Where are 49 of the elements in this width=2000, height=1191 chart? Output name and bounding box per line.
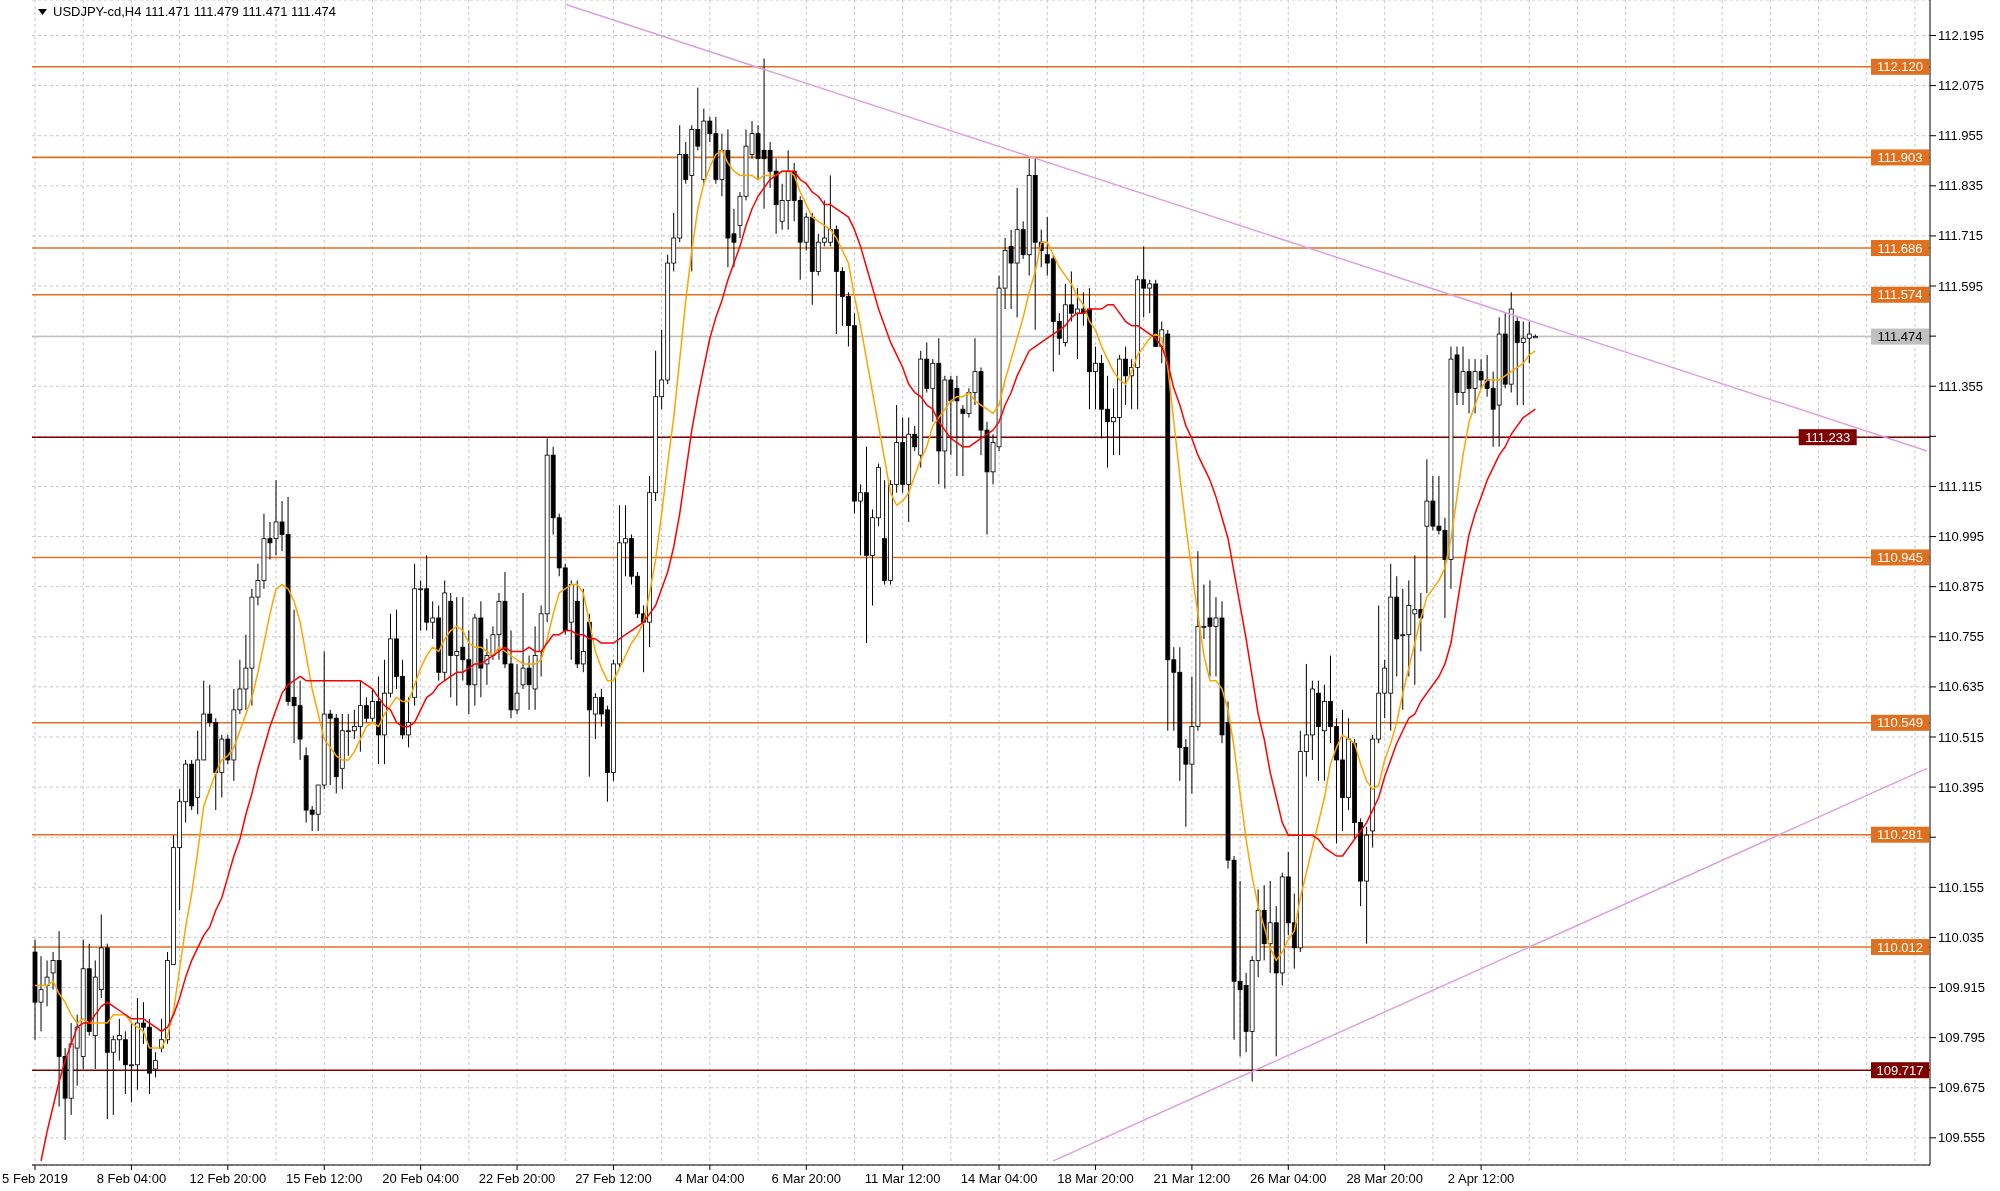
ref-line-label: 110.281 — [1876, 827, 1924, 843]
y-tick-label: 110.395 — [1938, 779, 1985, 795]
x-tick-label: 20 Feb 04:00 — [382, 1171, 459, 1187]
x-tick-label: 21 Mar 12:00 — [1153, 1171, 1231, 1187]
y-tick-label: 111.715 — [1938, 228, 1984, 244]
x-tick-label: 26 Mar 04:00 — [1249, 1171, 1327, 1187]
x-tick-label: 27 Feb 12:00 — [575, 1171, 652, 1187]
x-tick-label: 4 Mar 04:00 — [675, 1171, 745, 1187]
y-tick-label: 111.835 — [1938, 178, 1984, 194]
y-tick-label: 111.955 — [1938, 128, 1984, 144]
x-tick-label: 8 Feb 04:00 — [96, 1171, 167, 1187]
x-tick-label: 14 Mar 04:00 — [960, 1171, 1038, 1187]
x-tick-label: 12 Feb 20:00 — [189, 1171, 267, 1187]
y-tick-label: 109.675 — [1938, 1080, 1985, 1096]
ref-line-label: 110.549 — [1876, 715, 1924, 731]
x-tick-label: 11 Mar 12:00 — [864, 1171, 941, 1187]
chart-title: USDJPY-cd,H4 111.471 111.479 111.471 111.474 — [53, 4, 337, 19]
ref-line-label: 111.233 — [1805, 429, 1851, 445]
x-tick-label: 5 Feb 2019 — [2, 1171, 68, 1187]
y-tick-label: 110.155 — [1938, 879, 1985, 895]
ref-line-label: 110.012 — [1876, 939, 1924, 955]
ref-line-label: 110.945 — [1876, 550, 1924, 565]
x-tick-label: 28 Mar 20:00 — [1346, 1171, 1424, 1187]
y-tick-label: 112.075 — [1938, 78, 1985, 94]
y-tick-label: 110.755 — [1938, 629, 1985, 645]
y-tick-label: 109.555 — [1938, 1130, 1985, 1146]
y-tick-label: 111.115 — [1938, 479, 1983, 495]
y-tick-label: 110.515 — [1938, 729, 1985, 745]
ref-line-label: 112.120 — [1876, 59, 1924, 75]
y-tick-label: 109.795 — [1938, 1030, 1985, 1046]
ref-line-label: 111.903 — [1877, 149, 1923, 165]
x-tick-label: 2 Apr 12:00 — [1447, 1171, 1515, 1187]
ref-line-label: 111.686 — [1877, 240, 1923, 256]
ref-line-label: 109.717 — [1876, 1062, 1924, 1078]
x-tick-label: 18 Mar 20:00 — [1057, 1171, 1134, 1187]
y-tick-label: 110.875 — [1938, 579, 1985, 595]
y-tick-label: 112.195 — [1938, 28, 1985, 44]
ref-line-label: 111.574 — [1877, 287, 1923, 303]
y-tick-label: 110.035 — [1938, 929, 1985, 945]
y-tick-label: 110.635 — [1938, 679, 1985, 695]
y-tick-label: 111.595 — [1938, 278, 1984, 294]
y-tick-label: 110.995 — [1938, 529, 1985, 545]
x-tick-label: 22 Feb 20:00 — [478, 1171, 556, 1187]
x-tick-label: 15 Feb 12:00 — [285, 1171, 363, 1187]
x-tick-label: 6 Mar 20:00 — [771, 1171, 841, 1187]
y-tick-label: 111.355 — [1938, 378, 1984, 394]
ref-line-label: 111.474 — [1877, 329, 1923, 345]
y-tick-label: 109.915 — [1938, 980, 1985, 996]
candlestick — [44, 959, 50, 1007]
